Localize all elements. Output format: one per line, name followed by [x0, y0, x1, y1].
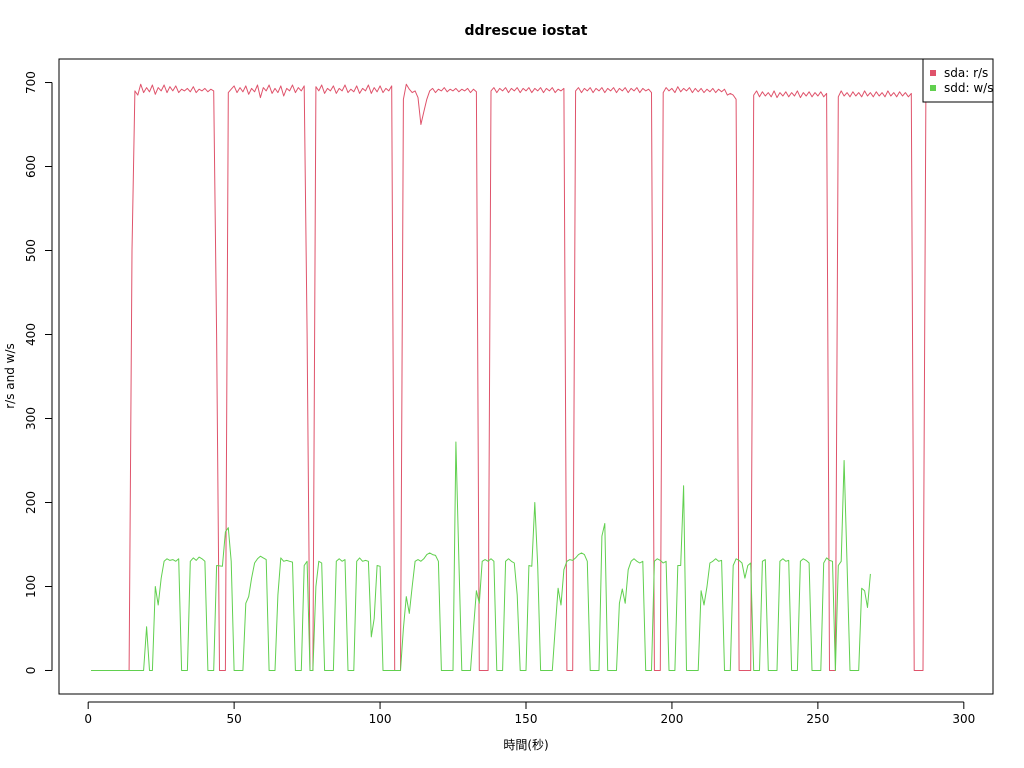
x-tick-label: 250 [806, 712, 829, 726]
x-tick-label: 0 [84, 712, 92, 726]
y-axis: 0 100 200 300 400 500 600 700 [24, 71, 53, 675]
y-tick-label: 0 [24, 667, 38, 675]
series-line-1 [91, 441, 871, 671]
x-tick-label: 150 [515, 712, 538, 726]
series-line-0 [91, 83, 927, 671]
y-tick-label: 400 [24, 323, 38, 346]
chart-title: ddrescue iostat [465, 23, 588, 39]
legend-label-sda: sda: r/s [944, 66, 988, 80]
legend-swatch-sdd [930, 85, 936, 91]
x-tick-label: 200 [660, 712, 683, 726]
x-tick-label: 50 [226, 712, 241, 726]
x-axis-label: 時間(秒) [503, 738, 548, 752]
y-tick-label: 200 [24, 491, 38, 514]
y-tick-label: 500 [24, 239, 38, 262]
legend-swatch-sda [930, 70, 936, 76]
y-tick-label: 600 [24, 155, 38, 178]
legend-box [922, 58, 994, 103]
y-tick-label: 300 [24, 407, 38, 430]
x-axis: 0 50 100 150 200 250 300 [84, 701, 975, 726]
legend: sda: r/s sdd: w/s [922, 58, 994, 103]
y-tick-label: 700 [24, 71, 38, 94]
series-layer [91, 83, 927, 671]
plot-frame [58, 58, 994, 695]
legend-label-sdd: sdd: w/s [944, 81, 993, 95]
y-axis-label: r/s and w/s [3, 343, 17, 409]
y-tick-label: 100 [24, 575, 38, 598]
x-tick-label: 300 [952, 712, 975, 726]
x-tick-label: 100 [369, 712, 392, 726]
